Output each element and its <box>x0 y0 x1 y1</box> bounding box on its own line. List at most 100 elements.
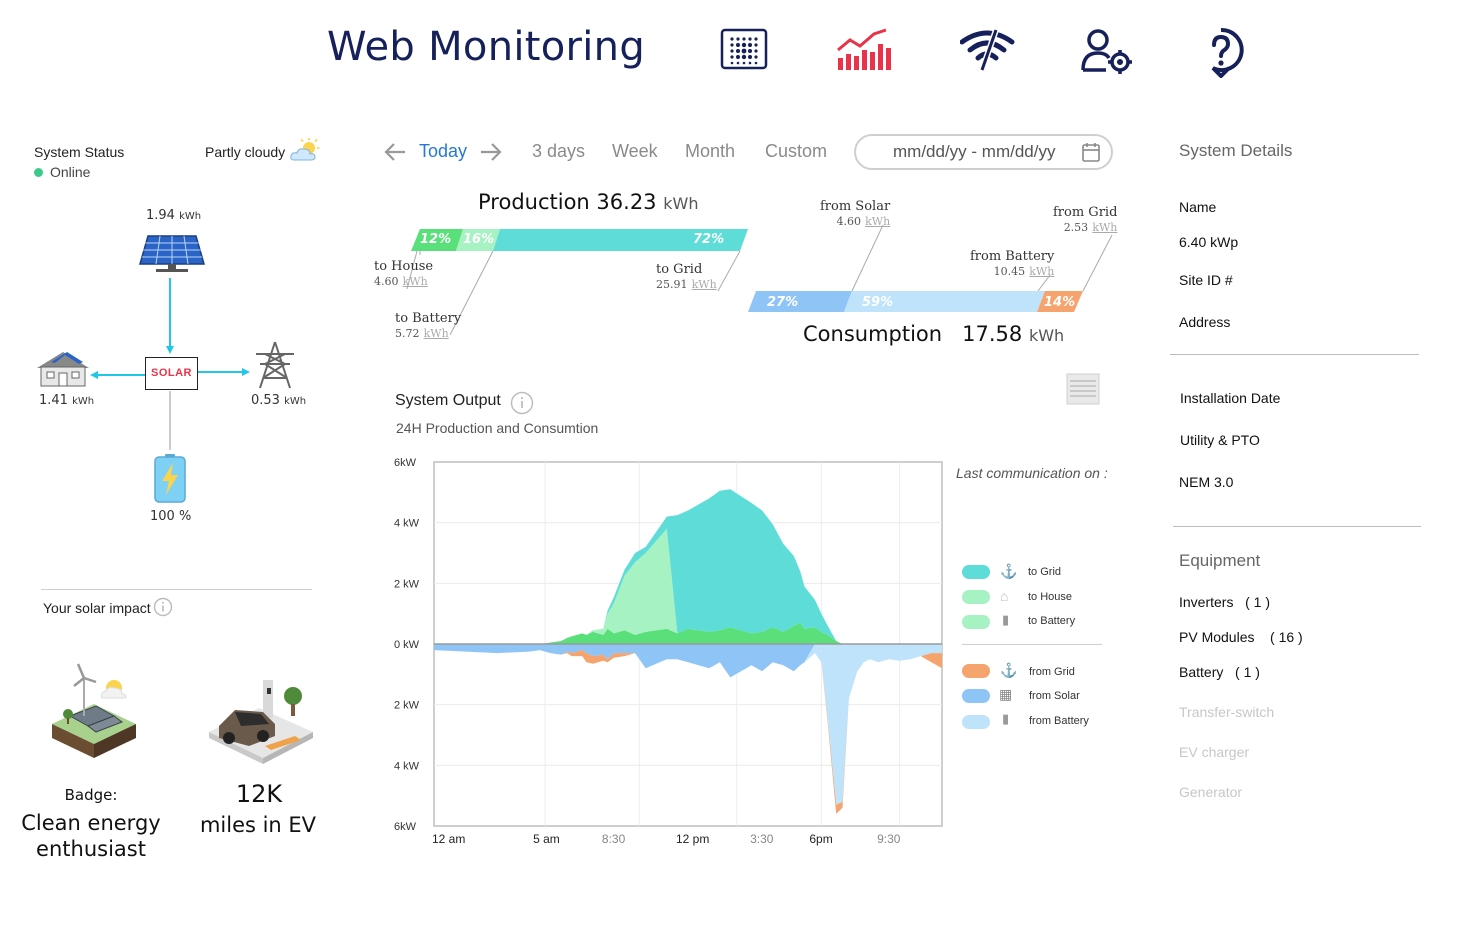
chart-subtitle: 24H Production and Consumtion <box>396 420 599 436</box>
series-area-from-solar <box>434 644 942 678</box>
online-dot-icon <box>34 167 43 177</box>
weather-label: Partly cloudy <box>205 144 286 160</box>
production-title: Production 36.23 kWh <box>478 190 699 214</box>
y-tick-label: 0 kW <box>394 639 420 651</box>
tab-week[interactable]: Week <box>612 141 658 161</box>
x-tick-label: 8:30 <box>602 832 626 846</box>
legend-swatch-to-battery <box>962 615 990 629</box>
x-tick-label: 3:30 <box>750 832 774 846</box>
legend-house-icon: ⌂ <box>1000 588 1009 604</box>
equipment-title: Equipment <box>1179 551 1261 570</box>
equipment-pv-modules[interactable]: PV Modules ( 16 ) <box>1179 629 1303 645</box>
chart-legend: ⚓ to Grid ⌂ to House ▮ to Battery ⚓ from… <box>962 560 1112 740</box>
details-divider-2 <box>1173 526 1421 527</box>
installation-date-label: Installation Date <box>1180 390 1281 406</box>
consumption-title: Consumption 17.58 kWh <box>803 322 1065 346</box>
legend-swatch-to-grid <box>962 565 990 579</box>
next-arrow-icon[interactable] <box>479 142 503 167</box>
left-divider <box>41 589 312 590</box>
production-chart-icon[interactable] <box>836 26 891 78</box>
x-tick-label: 5 am <box>533 832 560 846</box>
nem-label: NEM 3.0 <box>1179 474 1234 490</box>
from-grid-label: from Grid 2.53 kWh <box>1053 205 1118 234</box>
prev-arrow-icon[interactable] <box>383 142 407 167</box>
x-tick-label: 12 am <box>432 832 465 846</box>
system-status-label: System Status <box>34 144 125 160</box>
pct-from-grid: 14% <box>1044 295 1076 310</box>
solar-panel-icon <box>138 234 206 279</box>
app-title: Web Monitoring <box>327 24 646 70</box>
equipment-inverters[interactable]: Inverters ( 1 ) <box>1179 594 1271 610</box>
equipment-ev-charger: EV charger <box>1179 744 1250 760</box>
equipment-transfer-switch: Transfer-switch <box>1179 704 1275 720</box>
chart-info-icon[interactable] <box>510 391 534 420</box>
equipment-generator: Generator <box>1179 784 1243 800</box>
x-tick-label: 12 pm <box>676 832 709 846</box>
legend-to-house: to House <box>1028 591 1073 603</box>
pct-to-house: 12% <box>420 232 452 247</box>
solar-impact-label: Your solar impact <box>43 600 151 616</box>
house-value: 1.41 kWh <box>39 393 95 408</box>
grid-tower-icon <box>252 340 298 395</box>
badge-name: Clean energy enthusiast <box>21 811 161 861</box>
solar-inverter-box: SOLAR <box>145 357 198 390</box>
wifi-off-icon[interactable] <box>959 26 1015 78</box>
to-grid-label: to Grid 25.91 kWh <box>656 262 717 291</box>
tab-today[interactable]: Today <box>419 141 468 161</box>
help-icon[interactable] <box>1196 26 1248 79</box>
legend-swatch-from-solar <box>962 689 990 703</box>
calendar-icon[interactable] <box>1081 141 1101 168</box>
utility-pto-label: Utility & PTO <box>1180 432 1260 448</box>
legend-battery-icon-2: ▮ <box>1002 711 1010 726</box>
partly-cloudy-icon <box>290 138 320 164</box>
address-label: Address <box>1179 314 1231 330</box>
y-tick-label: 6kW <box>394 821 417 833</box>
y-tick-label: 6kW <box>394 457 417 469</box>
legend-swatch-to-house <box>962 590 990 604</box>
energy-flow-lines <box>90 278 250 450</box>
y-tick-label: 2 kW <box>394 700 420 712</box>
impact-info-icon[interactable] <box>153 597 173 622</box>
battery-value: 100 % <box>150 509 192 524</box>
system-status-value: Online <box>34 164 90 180</box>
to-battery-label: to Battery 5.72 kWh <box>395 311 462 340</box>
ev-label: miles in EV <box>199 813 317 837</box>
details-divider-1 <box>1170 354 1419 355</box>
system-details-title: System Details <box>1179 141 1293 160</box>
bar-to-house <box>411 229 463 251</box>
legend-swatch-from-grid <box>962 664 990 678</box>
legend-to-battery: to Battery <box>1028 615 1076 627</box>
x-tick-label: 6pm <box>809 832 832 846</box>
y-tick-label: 4 kW <box>394 760 420 772</box>
pct-from-battery: 59% <box>862 295 894 310</box>
bar-to-grid <box>493 229 748 251</box>
user-settings-icon[interactable] <box>1080 26 1132 78</box>
house-icon <box>35 350 91 393</box>
tab-custom[interactable]: Custom <box>765 141 828 161</box>
series-area-to-house <box>434 622 942 644</box>
date-range-input[interactable]: mm/dd/yy - mm/dd/yy <box>854 134 1113 170</box>
series-area-to-grid <box>434 489 942 644</box>
bar-from-battery <box>844 291 1045 312</box>
pct-to-grid: 72% <box>693 232 725 247</box>
ev-value: 12K <box>235 780 283 808</box>
tab-month[interactable]: Month <box>685 141 736 161</box>
system-output-chart: 6kW 4 kW 2 kW 0 kW 2 kW 4 kW 6kW 12 am 5 am 8:30 1… <box>394 457 943 846</box>
dashboard-grid-icon[interactable] <box>718 26 770 78</box>
from-solar-label: from Solar 4.60 kWh <box>820 199 891 228</box>
last-communication: Last communication on : <box>956 465 1108 481</box>
legend-from-grid: from Grid <box>1029 666 1075 678</box>
tab-3-days[interactable]: 3 days <box>532 141 586 161</box>
clean-energy-badge-icon <box>44 660 144 771</box>
equipment-battery[interactable]: Battery ( 1 ) <box>1179 664 1260 680</box>
to-house-label: to House 4.60 kWh <box>374 259 434 288</box>
from-battery-label: from Battery 10.45 kWh <box>970 249 1055 278</box>
y-tick-label: 2 kW <box>394 578 420 590</box>
capacity-value: 6.40 kWp <box>1179 234 1239 250</box>
y-tick-label: 4 kW <box>394 518 420 530</box>
pct-to-battery: 16% <box>463 232 495 247</box>
site-id-label: Site ID # <box>1179 272 1233 288</box>
legend-grid-icon-2: ⚓ <box>1000 662 1018 678</box>
legend-solar-icon: ▦ <box>999 686 1013 702</box>
table-view-icon[interactable] <box>1066 373 1100 410</box>
